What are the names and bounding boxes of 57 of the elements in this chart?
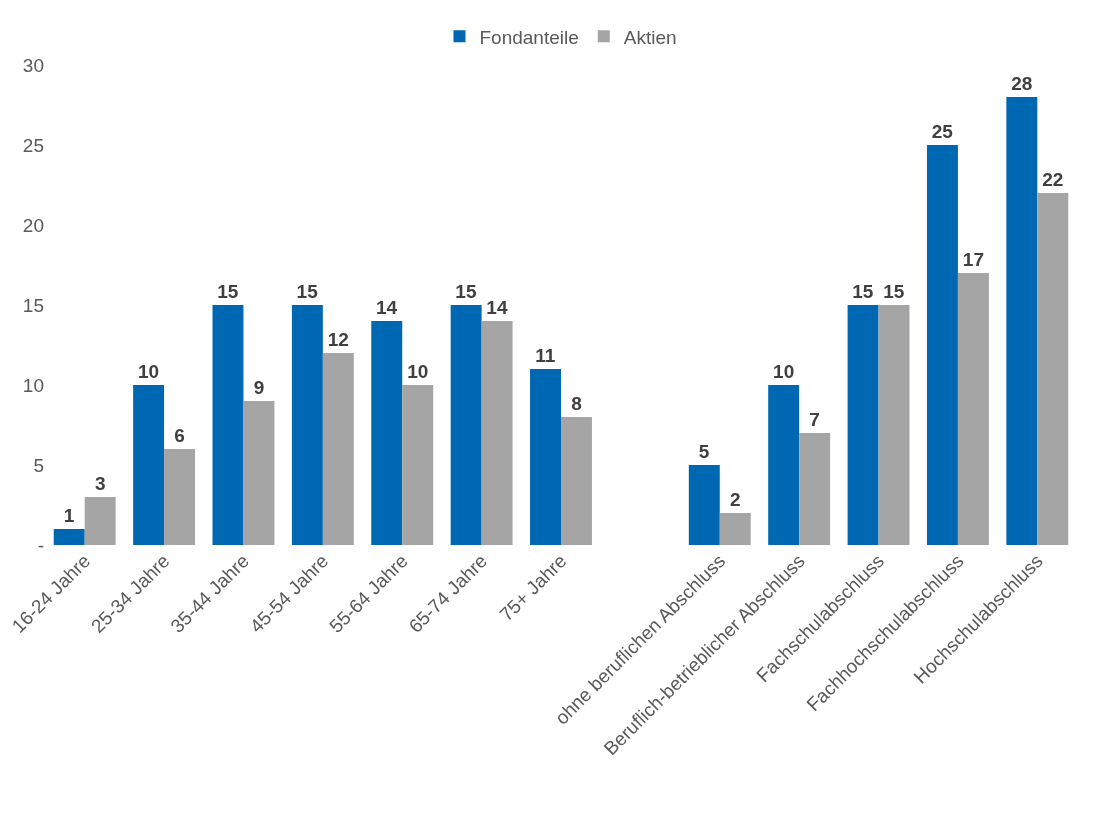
data-label: 17 <box>962 249 984 270</box>
data-label: 1 <box>63 505 75 526</box>
bar <box>561 417 592 545</box>
data-label: 14 <box>486 297 508 318</box>
bar <box>371 321 403 545</box>
data-label: 15 <box>296 281 319 302</box>
y-tick-label: 30 <box>22 54 44 76</box>
data-label: 7 <box>809 409 820 430</box>
bar <box>481 321 513 545</box>
data-label: 15 <box>883 281 905 302</box>
y-tick-label: 20 <box>22 214 44 236</box>
data-label: 9 <box>253 377 265 398</box>
bar <box>926 145 958 545</box>
data-label: 6 <box>174 425 185 446</box>
bar <box>133 385 165 545</box>
data-label: 25 <box>931 121 954 142</box>
data-label: 2 <box>729 489 741 510</box>
data-label: 28 <box>1011 73 1033 94</box>
bar <box>84 497 116 545</box>
y-tick-label: 10 <box>22 374 44 396</box>
bar <box>847 305 879 545</box>
bar <box>212 305 244 545</box>
bar <box>164 449 196 545</box>
bar <box>1006 97 1038 545</box>
y-tick-label: 5 <box>33 454 44 476</box>
data-label: 12 <box>327 329 349 350</box>
bar <box>450 305 482 545</box>
data-label: 3 <box>94 473 106 494</box>
bar <box>402 385 434 545</box>
y-tick-label: 25 <box>22 134 44 156</box>
legend-label: Fondanteile <box>479 26 579 48</box>
data-label: 15 <box>852 281 874 302</box>
bar <box>878 305 910 545</box>
bar <box>243 401 275 545</box>
data-label: 15 <box>455 281 477 302</box>
bar <box>53 529 85 545</box>
y-tick-label: 15 <box>22 294 44 316</box>
data-label: 10 <box>773 361 795 382</box>
bar <box>768 385 800 545</box>
bar <box>799 433 831 545</box>
data-label: 5 <box>698 441 710 462</box>
data-label: 10 <box>138 361 160 382</box>
bar <box>322 353 354 545</box>
data-label: 8 <box>571 393 582 414</box>
y-tick-label: - <box>37 534 44 556</box>
legend-label: Aktien <box>623 26 677 48</box>
bar <box>291 305 323 545</box>
data-label: 22 <box>1042 169 1064 190</box>
bar <box>957 273 989 545</box>
bar <box>719 513 751 545</box>
data-label: 11 <box>535 345 556 366</box>
data-label: 14 <box>375 297 398 318</box>
bar <box>1037 193 1069 545</box>
bar <box>530 369 561 545</box>
bar <box>688 465 720 545</box>
data-label: 15 <box>217 281 239 302</box>
data-label: 10 <box>407 361 429 382</box>
